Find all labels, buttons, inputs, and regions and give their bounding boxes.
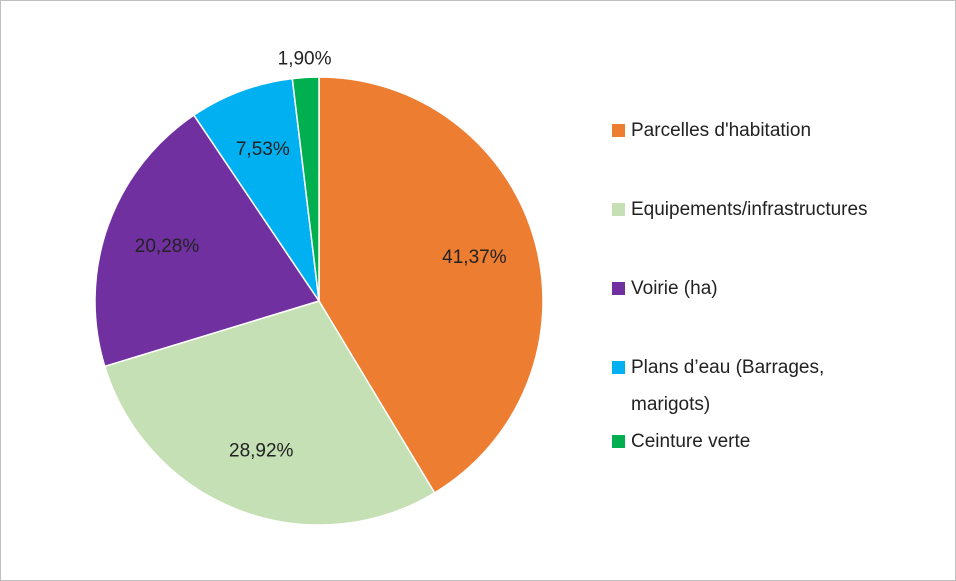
- legend-label: Voirie (ha): [631, 278, 718, 299]
- data-label: 41,37%: [442, 247, 507, 268]
- data-label: 28,92%: [229, 441, 294, 462]
- pie-slice: [103, 300, 436, 526]
- legend-item: Ceinture verte: [610, 423, 950, 460]
- data-label: 7,53%: [236, 139, 290, 160]
- data-label: 1,90%: [278, 48, 332, 69]
- legend-swatch: [612, 203, 625, 216]
- legend-item: Equipements/infrastructures: [610, 191, 950, 228]
- legend-label: Equipements/infrastructures: [631, 199, 868, 220]
- pie-slice: [291, 76, 320, 302]
- legend-item: Plans d’eau (Barrages, marigots): [610, 349, 950, 423]
- pie-slice: [192, 77, 320, 302]
- legend-swatch: [612, 361, 625, 374]
- legend-item: Parcelles d'habitation: [610, 112, 950, 149]
- legend-swatch: [612, 435, 625, 448]
- legend-swatch: [612, 124, 625, 137]
- pie-slice: [318, 76, 544, 494]
- legend-label: Plans d’eau (Barrages, marigots): [631, 357, 825, 415]
- legend-item: Voirie (ha): [610, 270, 950, 307]
- legend: Parcelles d'habitation Equipements/infras…: [610, 112, 950, 502]
- legend-label: Parcelles d'habitation: [631, 120, 812, 141]
- legend-swatch: [612, 282, 625, 295]
- data-label: 20,28%: [135, 236, 200, 257]
- legend-label: Ceinture verte: [631, 431, 751, 452]
- pie-slice: [94, 114, 321, 368]
